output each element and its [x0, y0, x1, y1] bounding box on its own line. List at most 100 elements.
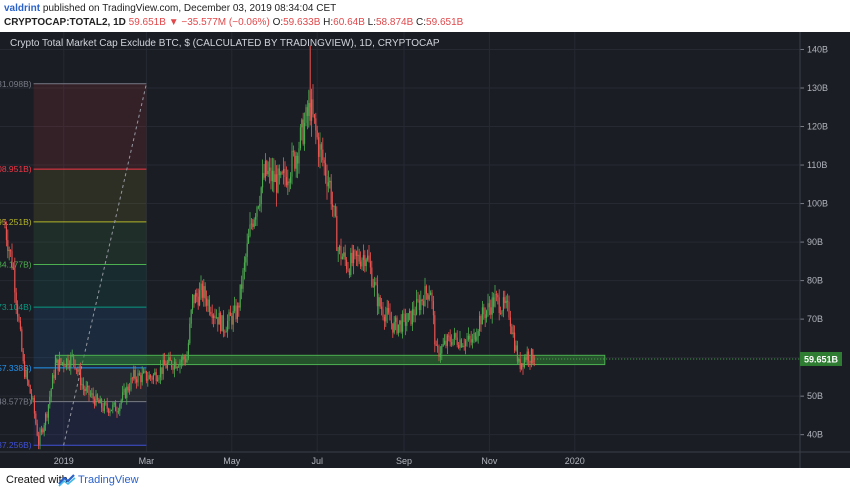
candle-body [128, 387, 129, 391]
candle-body [216, 317, 217, 318]
candle-body [157, 380, 158, 381]
candle-body [304, 123, 305, 144]
candle-body [461, 340, 462, 347]
candle-body [345, 252, 346, 259]
candle-body [416, 299, 417, 314]
candle-body [423, 301, 424, 306]
candle-body [412, 309, 413, 324]
candle-body [242, 270, 243, 289]
candle-body [256, 207, 257, 217]
candle-body [97, 394, 98, 400]
candle-body [37, 424, 38, 436]
candle-body [249, 224, 250, 235]
candle-body [116, 411, 117, 412]
candle-body [130, 378, 131, 390]
candle-body [62, 363, 63, 364]
candle-body [504, 297, 505, 303]
candle-body [73, 355, 74, 360]
fib-level-label: 0.236(108.951B) [0, 164, 32, 174]
candle-body [163, 360, 164, 374]
candle-body [311, 99, 312, 120]
candle-body [381, 307, 382, 310]
candle-body [364, 255, 365, 266]
candle-body [279, 168, 280, 175]
candle-body [317, 130, 318, 137]
candle-body [331, 181, 332, 204]
candle-body [312, 99, 313, 114]
chart-header: valdrint published on TradingView.com, D… [0, 0, 850, 32]
candle-body [119, 405, 120, 412]
candle-body [147, 379, 148, 381]
candle-body [469, 336, 470, 339]
ohlc-close-key: C: [416, 17, 426, 28]
candle-body [483, 307, 484, 314]
candle-body [59, 358, 60, 370]
candle-body [111, 410, 112, 411]
candle-body [220, 313, 221, 331]
fib-retracement[interactable]: 0(131.098B) 0.236(108.951B) 0.382(95.251B)… [0, 79, 146, 450]
candle-body [415, 315, 416, 316]
ohlc-high-key: H: [323, 17, 333, 28]
candle-body [305, 107, 306, 123]
candle-body [251, 224, 252, 225]
candle-body [146, 371, 147, 381]
candle-body [349, 271, 350, 275]
candle-body [112, 405, 113, 410]
candle-body [272, 171, 273, 181]
candle-body [156, 372, 157, 381]
candle-body [325, 163, 326, 176]
candle-body [290, 177, 291, 183]
candle-body [510, 317, 511, 326]
candle-body [186, 358, 187, 362]
support-zone[interactable] [55, 355, 604, 364]
candle-body [319, 144, 320, 157]
change-text: ▼ −35.577M (−0.06%) [169, 17, 270, 28]
candle-body [132, 378, 133, 379]
candle-body [226, 331, 227, 332]
candle-body [359, 255, 360, 262]
candle-body [101, 399, 102, 408]
candle-body [83, 384, 84, 389]
candle-body [160, 367, 161, 377]
candle-body [93, 393, 94, 398]
candle-body [238, 306, 239, 308]
candle-body [403, 314, 404, 315]
candle-body [254, 220, 255, 227]
tradingview-logo-icon [58, 473, 76, 487]
x-tick-label: 2020 [565, 456, 585, 466]
candle-body [10, 250, 11, 251]
candle-body [448, 336, 449, 337]
fib-level-label: 0.5(84.177B) [0, 260, 32, 270]
candle-body [303, 120, 304, 144]
candle-body [517, 345, 518, 361]
fib-band [34, 402, 147, 446]
candle-body [27, 371, 28, 381]
candle-body [104, 403, 105, 412]
candle-body [454, 333, 455, 339]
candle-body [25, 371, 26, 378]
candle-body [391, 320, 392, 323]
candle-body [140, 375, 141, 382]
y-tick-label: 140B [807, 44, 828, 54]
candle-body [434, 315, 435, 344]
candle-body [361, 260, 362, 267]
candle-body [98, 400, 99, 403]
candle-body [462, 346, 463, 347]
candle-body [287, 182, 288, 186]
tradingview-brand[interactable]: TradingView [78, 474, 139, 486]
candle-body [35, 414, 36, 424]
author-name[interactable]: valdrint [4, 3, 40, 14]
candle-body [385, 315, 386, 322]
y-tick-label: 70B [807, 314, 823, 324]
candle-body [472, 339, 473, 343]
candle-body [413, 309, 414, 315]
candle-body [67, 359, 68, 367]
price-chart[interactable]: 0(131.098B) 0.236(108.951B) 0.382(95.251B)… [0, 32, 850, 468]
chart-pane[interactable]: 0(131.098B) 0.236(108.951B) 0.382(95.251B)… [0, 32, 850, 468]
candle-body [420, 300, 421, 310]
candle-body [291, 151, 292, 177]
candle-body [478, 331, 479, 337]
candle-body [479, 316, 480, 331]
candle-body [255, 217, 256, 220]
candle-body [259, 204, 260, 207]
